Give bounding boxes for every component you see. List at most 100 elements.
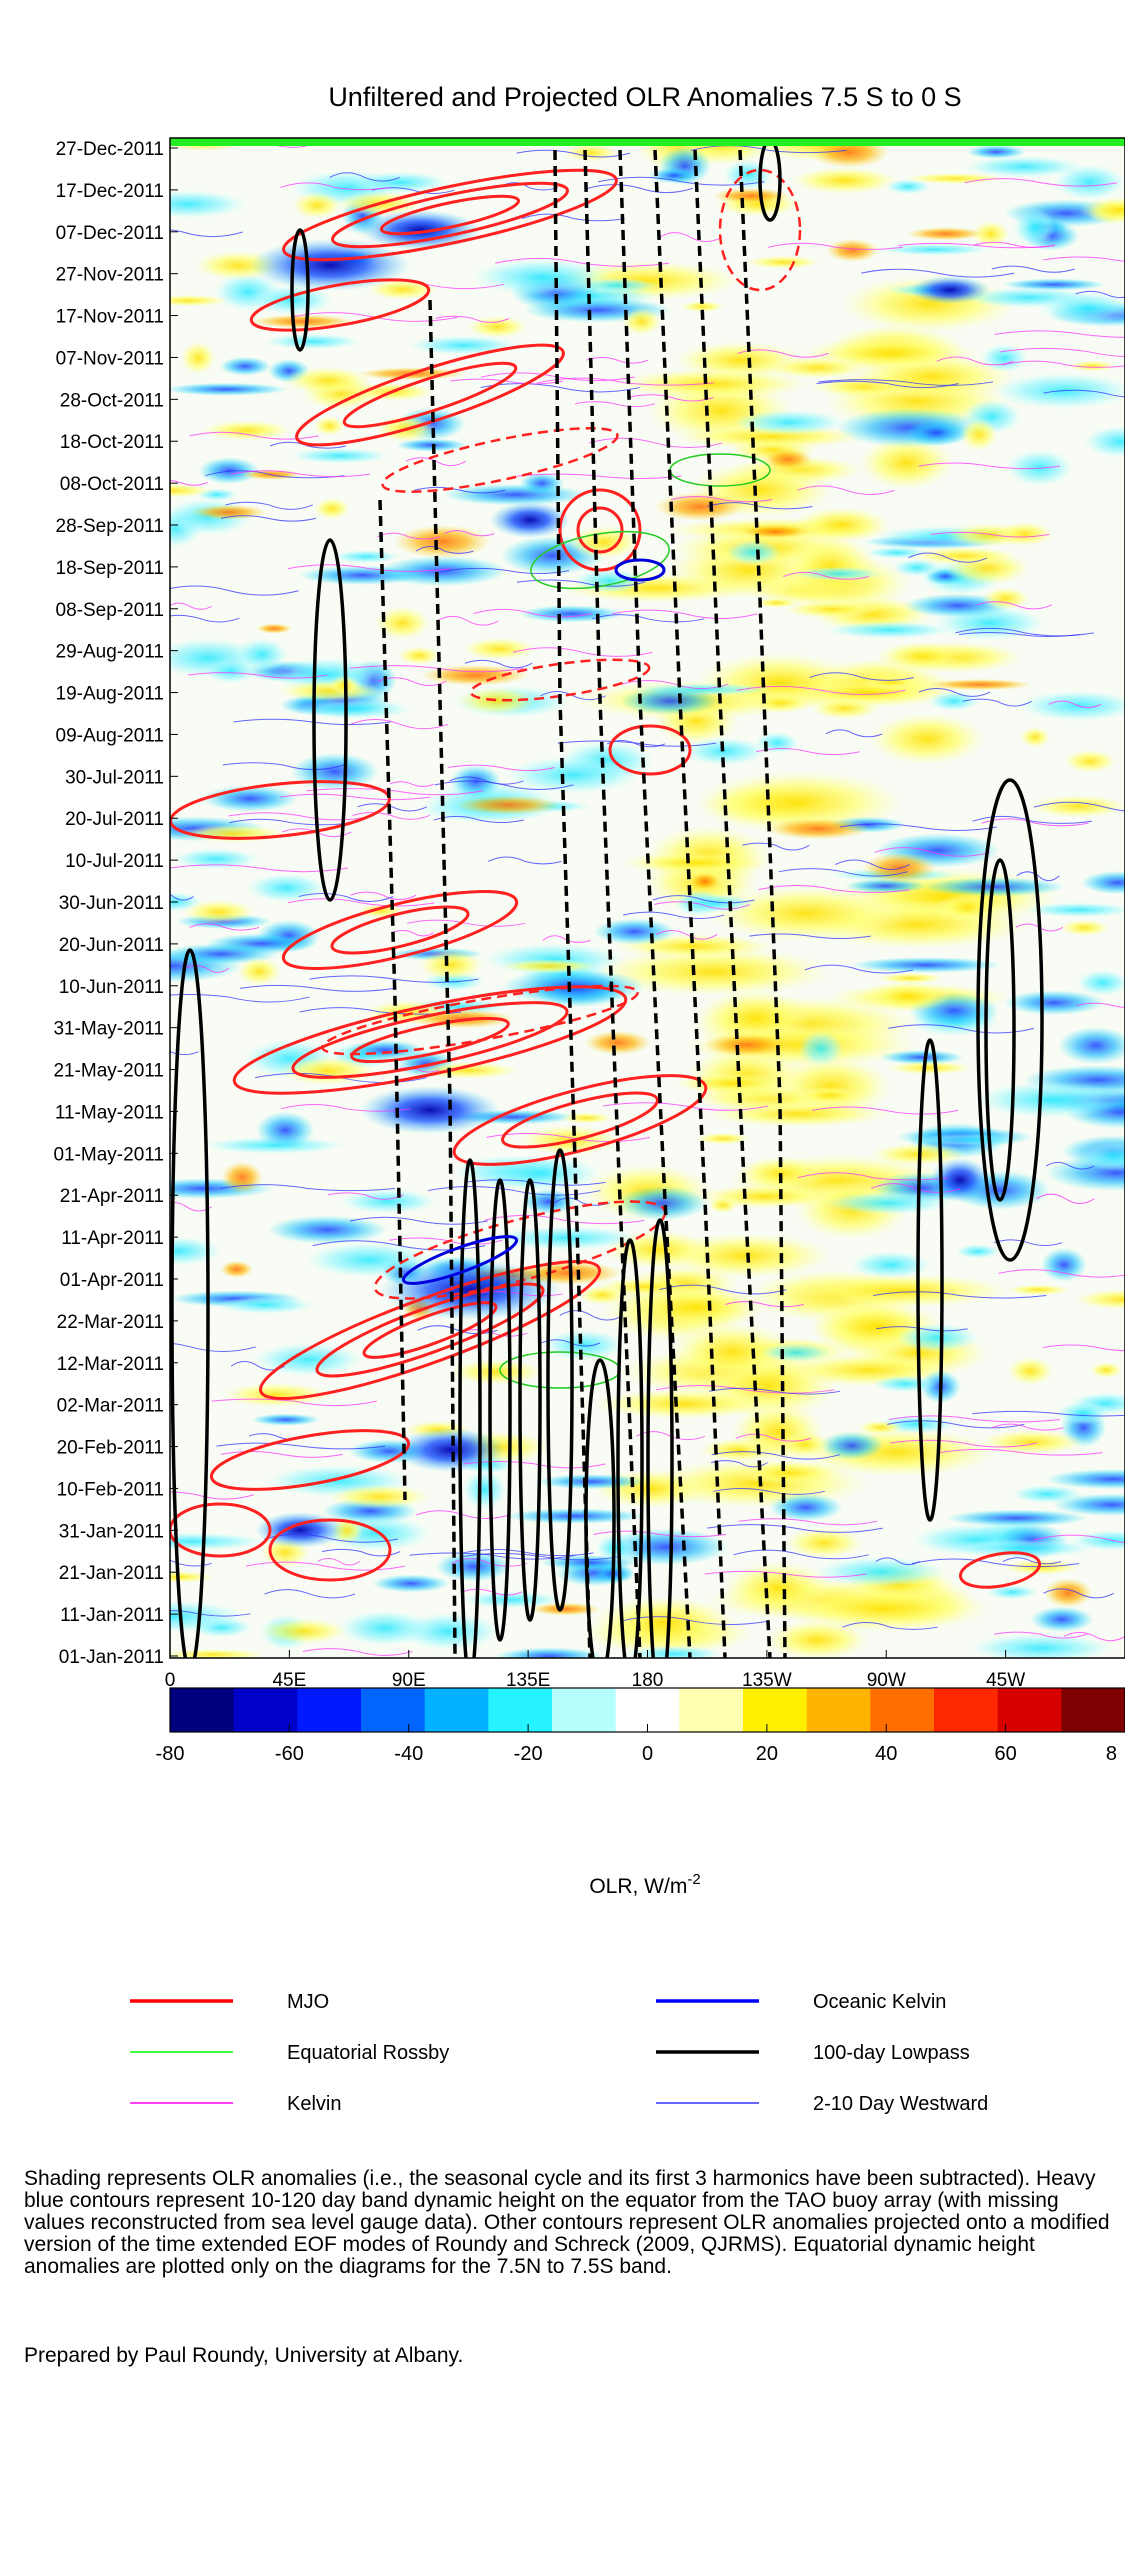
positive-anomaly: [689, 872, 720, 891]
westward-contour: [1045, 1161, 1095, 1170]
mjo-contour: [608, 724, 692, 776]
negative-anomaly: [826, 621, 953, 639]
westward-contour: [352, 812, 430, 820]
lowpass-contour: [738, 149, 787, 1658]
negative-anomaly: [290, 448, 390, 464]
colorbar-tick-label: -80: [156, 1743, 185, 1765]
westward-contour: [964, 178, 1118, 187]
kelvin-contour: [170, 602, 212, 610]
colorbar-tick-label: -60: [275, 1743, 304, 1765]
westward-contour: [264, 1533, 399, 1543]
westward-contour: [436, 615, 499, 626]
lowpass-contour: [553, 149, 592, 1658]
projected-contours: [170, 138, 1044, 1658]
y-tick-label: 31-Jan-2011: [59, 1521, 164, 1542]
lowpass-contour: [618, 149, 692, 1658]
kelvin-contour: [972, 815, 1093, 824]
positive-anomaly: [1060, 919, 1110, 937]
negative-anomaly: [1080, 870, 1125, 895]
negative-anomaly: [733, 409, 846, 435]
positive-anomaly: [794, 1086, 864, 1105]
kelvin-contour: [302, 1648, 413, 1656]
negative-anomaly: [267, 1215, 387, 1244]
westward-contour: [907, 552, 988, 563]
positive-anomaly: [695, 1132, 752, 1145]
y-tick-label: 10-Jun-2011: [59, 977, 164, 998]
negative-anomaly: [215, 1296, 315, 1314]
kelvin-contour: [999, 347, 1125, 358]
kelvin-contour: [622, 911, 725, 920]
kelvin-contour: [540, 690, 606, 701]
y-tick-label: 01-Jan-2011: [59, 1647, 164, 1668]
negative-anomaly: [542, 1329, 625, 1361]
negative-anomaly: [536, 1474, 647, 1490]
positive-anomaly: [680, 301, 725, 313]
negative-anomaly-core: [380, 1260, 560, 1320]
mjo-contour: [331, 181, 569, 249]
negative-anomaly: [461, 1591, 563, 1609]
x-tick-label: 45E: [272, 1670, 306, 1691]
positive-anomaly: [374, 606, 431, 640]
y-tick-label: 18-Oct-2011: [60, 432, 164, 453]
kelvin-contour: [488, 856, 562, 865]
x-tick-label: 135W: [742, 1670, 792, 1691]
colorbar-cell: [233, 1688, 298, 1732]
lowpass-contour: [312, 538, 348, 902]
positive-anomaly: [707, 1197, 739, 1214]
westward-contour: [930, 531, 1050, 538]
positive-anomaly: [934, 892, 1001, 922]
negative-anomaly: [204, 658, 257, 684]
westward-contour: [976, 601, 1053, 610]
mjo-contour: [315, 1282, 545, 1378]
westward-contour: [797, 1172, 949, 1181]
colorbar-label: OLR, W/m-2: [589, 1871, 700, 1898]
negative-anomaly: [519, 472, 565, 495]
negative-anomaly: [1076, 969, 1125, 996]
positive-anomaly: [1043, 1578, 1093, 1608]
positive-anomaly: [745, 255, 822, 269]
kelvin-contour: [738, 1518, 878, 1526]
positive-anomaly: [180, 341, 216, 375]
negative-anomaly: [1058, 1026, 1125, 1065]
colorbar-cell: [1061, 1688, 1125, 1732]
negative-anomaly: [820, 1431, 884, 1460]
kelvin-contour: [876, 1326, 968, 1332]
westward-contour: [184, 965, 230, 973]
kelvin-contour: [462, 1553, 621, 1561]
lowpass-contour: [646, 1218, 674, 1658]
negative-anomaly: [1053, 164, 1125, 201]
negative-anomaly: [1012, 208, 1057, 247]
mjo-contour: [362, 1301, 498, 1359]
negative-anomaly: [952, 1539, 1095, 1558]
negative-anomaly: [797, 1031, 844, 1067]
negative-anomaly-core: [490, 502, 570, 538]
negative-anomaly: [892, 558, 942, 577]
positive-anomaly: [783, 600, 880, 619]
positive-anomaly: [858, 436, 955, 490]
y-tick-label: 17-Nov-2011: [56, 307, 164, 328]
mjo-contour: [452, 1074, 708, 1166]
positive-anomaly: [170, 1571, 216, 1583]
x-tick-label: 90E: [392, 1670, 426, 1691]
mjo-contour: [268, 1518, 392, 1582]
positive-anomaly: [791, 1273, 1012, 1308]
mjo-contour: [558, 488, 642, 572]
negative-anomaly: [395, 438, 468, 452]
y-tick-label: 07-Dec-2011: [56, 223, 164, 244]
negative-anomaly-core: [395, 1428, 505, 1472]
negative-anomaly: [372, 1574, 450, 1593]
y-tick-label: 27-Nov-2011: [56, 265, 164, 286]
kelvin-contour: [656, 929, 718, 940]
westward-contour: [554, 1197, 611, 1206]
westward-contour: [516, 149, 631, 158]
kelvin-contour: [737, 349, 829, 358]
westward-contour: [170, 585, 299, 596]
westward-contour: [783, 571, 870, 580]
kelvin-contour: [435, 315, 510, 323]
lowpass-contour: [653, 149, 727, 1658]
negative-anomaly: [481, 1155, 601, 1192]
x-tick-label: 90W: [867, 1670, 906, 1691]
positive-anomaly: [996, 521, 1054, 547]
kelvin-contour: [873, 1291, 1047, 1299]
negative-anomaly: [760, 1343, 832, 1363]
